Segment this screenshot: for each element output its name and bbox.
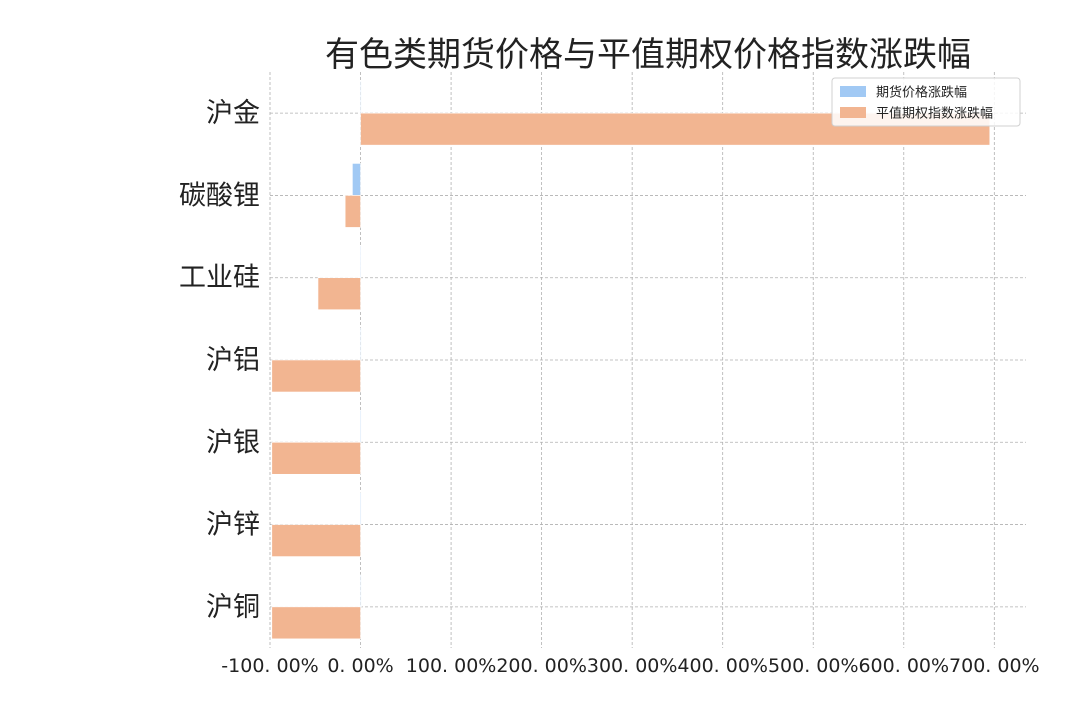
bar-option-index bbox=[271, 524, 361, 557]
legend-swatch bbox=[840, 86, 866, 97]
category-label: 碳酸锂 bbox=[179, 180, 260, 211]
bar-futures bbox=[352, 163, 361, 196]
category-label: 沪铝 bbox=[206, 345, 260, 376]
x-tick-label: 600. 00% bbox=[858, 655, 949, 677]
category-label: 沪锌 bbox=[206, 510, 260, 541]
x-tick-label: 0. 00% bbox=[327, 655, 393, 677]
bar-futures bbox=[360, 80, 362, 114]
category-label: 沪金 bbox=[206, 98, 260, 129]
bar-futures bbox=[359, 245, 362, 279]
bar-option-index bbox=[271, 606, 361, 640]
category-label: 沪银 bbox=[206, 427, 260, 458]
legend-label: 平值期权指数涨跌幅 bbox=[876, 106, 993, 122]
x-tick-label: 300. 00% bbox=[587, 655, 678, 677]
bar-futures bbox=[360, 327, 362, 361]
bar-futures bbox=[359, 492, 362, 525]
x-tick-label: -100. 00% bbox=[221, 655, 318, 677]
x-tick-label: 700. 00% bbox=[949, 655, 1040, 677]
bar-option-index bbox=[317, 277, 361, 311]
bar-option-index bbox=[271, 441, 361, 475]
grid bbox=[269, 72, 1026, 648]
legend-swatch bbox=[840, 107, 866, 118]
bar-option-index bbox=[344, 195, 361, 228]
bars bbox=[271, 80, 991, 640]
legend-label: 期货价格涨跌幅 bbox=[876, 85, 967, 101]
category-label: 沪铜 bbox=[206, 592, 260, 623]
x-tick-label: 500. 00% bbox=[768, 655, 859, 677]
chart-title: 有色类期货价格与平值期权价格指数涨跌幅 bbox=[325, 35, 971, 75]
bar-futures bbox=[359, 409, 362, 443]
x-tick-label: 200. 00% bbox=[496, 655, 587, 677]
x-tick-label: 400. 00% bbox=[677, 655, 768, 677]
bar-futures bbox=[360, 574, 362, 608]
legend-box bbox=[831, 77, 1021, 127]
bar-option-index bbox=[271, 359, 361, 393]
category-label: 工业硅 bbox=[179, 263, 260, 294]
x-tick-labels: -100. 00% 0. 00% 100. 00% 200. 00% 300. 00% 4… bbox=[221, 655, 1039, 677]
x-tick-label: 100. 00% bbox=[406, 655, 497, 677]
